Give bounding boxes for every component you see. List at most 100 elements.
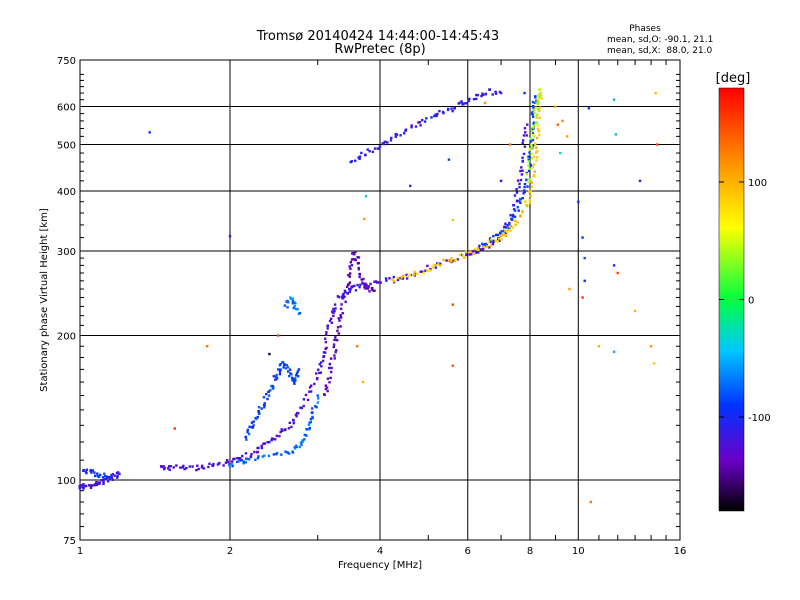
echo-point	[405, 277, 409, 280]
echo-point	[182, 464, 185, 468]
echo-point	[270, 438, 273, 442]
echo-point	[377, 147, 381, 150]
echo-point	[95, 483, 99, 486]
echo-point	[450, 107, 453, 110]
colorbar-label: [deg]	[716, 71, 751, 86]
echo-point	[534, 121, 537, 124]
echo-point	[350, 263, 354, 267]
echo-point	[482, 245, 485, 249]
echo-point	[473, 249, 476, 252]
y-axis-label: Stationary phase Virtual Height [km]	[39, 208, 50, 392]
scatter-point	[655, 143, 659, 146]
echo-point	[470, 253, 473, 256]
echo-point	[476, 93, 479, 97]
echo-point	[256, 456, 260, 460]
echo-point	[469, 250, 472, 254]
echo-point	[318, 363, 321, 366]
echo-point	[532, 106, 535, 110]
echo-point	[500, 238, 503, 241]
echo-point	[263, 406, 266, 409]
echo-point	[328, 319, 332, 323]
echo-point	[418, 120, 422, 124]
echo-point	[364, 287, 367, 290]
echo-point	[319, 361, 323, 364]
scatter-point	[523, 91, 526, 95]
echo-point	[524, 200, 527, 203]
echo-point	[413, 270, 416, 273]
echo-point	[512, 204, 516, 207]
echo-point	[275, 452, 278, 456]
echo-point	[239, 459, 242, 462]
scatter-point	[447, 158, 451, 161]
echo-point	[525, 178, 528, 182]
echo-point	[453, 106, 457, 109]
echo-point	[378, 281, 381, 284]
echo-point	[528, 167, 532, 171]
echo-point	[537, 100, 540, 104]
echo-point	[506, 223, 509, 227]
echo-point	[471, 250, 475, 253]
x-tick-label: 2	[227, 546, 233, 557]
echo-point	[256, 415, 259, 419]
echo-point	[521, 196, 524, 200]
echo-point	[360, 278, 363, 281]
echo-point	[231, 464, 234, 468]
echo-point	[279, 368, 282, 371]
echo-point	[504, 231, 508, 234]
echo-point	[475, 97, 478, 101]
echo-point	[521, 169, 524, 172]
y-tick-label: 500	[57, 141, 76, 152]
echo-point	[84, 484, 88, 488]
echo-point	[202, 467, 205, 470]
scatter-point	[361, 380, 365, 384]
echo-point	[197, 467, 200, 471]
echo-point	[333, 309, 336, 313]
echo-point	[91, 484, 94, 487]
echo-point	[292, 380, 296, 384]
echo-point	[87, 484, 91, 487]
echo-point	[421, 118, 424, 122]
echo-point	[347, 283, 350, 286]
echo-point	[504, 226, 508, 229]
echo-point	[316, 394, 319, 397]
x-tick-label: 16	[674, 546, 687, 557]
echo-point	[82, 487, 85, 490]
scatter-point	[205, 345, 209, 348]
echo-point	[462, 103, 465, 106]
echo-point	[508, 223, 511, 226]
echo-point	[267, 454, 271, 458]
echo-point	[475, 93, 478, 97]
chart-subtitle: RwPretec (8p)	[334, 42, 425, 57]
grid-lines	[80, 60, 680, 540]
echo-point	[481, 93, 485, 97]
echo-point	[357, 256, 361, 259]
echo-point	[247, 432, 251, 436]
echo-point	[278, 364, 282, 367]
echo-point	[244, 435, 247, 439]
y-tick-label: 750	[57, 56, 76, 67]
echo-point	[519, 201, 522, 204]
echo-point	[262, 396, 266, 399]
echo-point	[299, 441, 303, 444]
echo-point	[532, 163, 536, 166]
echo-point	[445, 259, 448, 262]
echo-point	[386, 141, 389, 144]
echo-point	[332, 343, 336, 346]
echo-point	[311, 411, 314, 414]
echo-point	[530, 185, 534, 188]
echo-point	[358, 155, 362, 158]
echo-point	[498, 90, 502, 94]
echo-point	[89, 486, 93, 489]
echo-point	[354, 250, 357, 254]
echo-point	[292, 301, 295, 304]
echo-point	[185, 466, 188, 470]
echo-point	[529, 140, 533, 143]
echo-point	[527, 164, 530, 167]
echo-point	[328, 366, 331, 370]
echo-point	[335, 338, 339, 342]
echo-point	[332, 345, 336, 349]
y-tick-label: 75	[63, 536, 76, 547]
echo-point	[523, 127, 527, 130]
echo-point	[391, 278, 394, 281]
echo-point	[257, 409, 261, 413]
